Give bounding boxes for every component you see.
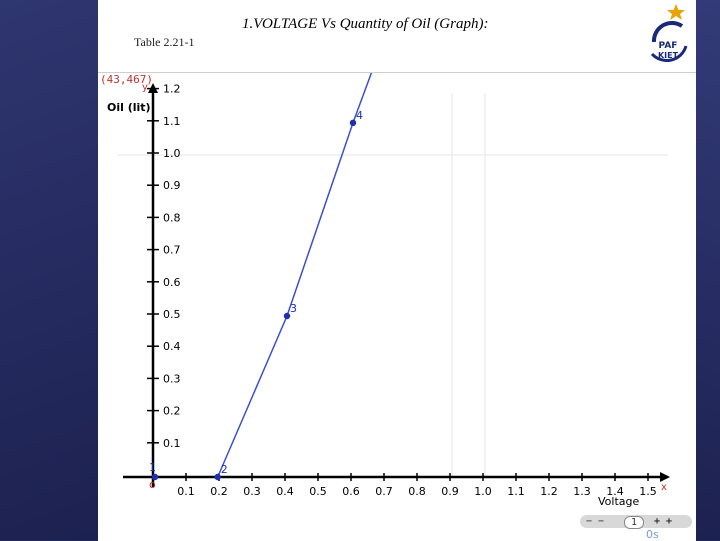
svg-text:PAF: PAF: [659, 41, 678, 51]
time-readout: 0s: [646, 528, 659, 541]
x-tick-label: 1.4: [606, 485, 624, 498]
data-point-label: 2: [221, 463, 228, 476]
x-axis-name: x: [661, 482, 667, 493]
x-tick-label: 0.1: [177, 485, 195, 498]
paf-kiet-logo: PAF KIET: [650, 4, 688, 62]
tick-marks: 0.1 0.2 0.3 0.4 0.5 0.6 0.7 0.8 0.9 1.0 1.1 1.2 1.3 1…: [147, 83, 657, 498]
grid-lines: [118, 93, 668, 477]
x-tick-label: 1.5: [639, 485, 657, 498]
data-point: [283, 312, 291, 320]
y-axis-name: y: [142, 82, 148, 93]
y-tick-label: 0.6: [163, 276, 181, 289]
y-axis-label: Oil (lit): [107, 101, 151, 114]
y-tick-label: 0.4: [163, 340, 181, 353]
data-point: [151, 473, 159, 481]
slide-player-controls: − − 1 + +: [580, 515, 692, 529]
table-caption: Table 2.21-1: [134, 35, 195, 49]
y-tick-label: 0.8: [163, 211, 181, 224]
axes: [123, 83, 670, 487]
x-tick-label: 0.5: [309, 485, 327, 498]
y-tick-label: 0.1: [163, 437, 181, 450]
x-tick-label: 0.2: [210, 485, 228, 498]
x-axis-arrow-icon: [660, 472, 670, 482]
slide-title: 1.VOLTAGE Vs Quantity of Oil (Graph):: [242, 16, 489, 32]
slide-canvas: Table 2.21-1 1.VOLTAGE Vs Quantity of Oi…: [98, 0, 696, 541]
y-tick-label: 0.5: [163, 308, 181, 321]
x-axis-label: Voltage: [598, 495, 639, 508]
slide-background-left: [0, 0, 98, 540]
x-tick-label: 0.4: [276, 485, 294, 498]
voltage-vs-oil-chart: 0.1 0.2 0.3 0.4 0.5 0.6 0.7 0.8 0.9 1.0 1.1 1.2 1.3 1…: [100, 73, 670, 508]
data-series: 12345: [149, 73, 373, 481]
y-tick-label: 1.2: [163, 83, 181, 96]
page-indicator[interactable]: 1: [624, 516, 644, 529]
previous-button[interactable]: − −: [586, 516, 605, 527]
y-tick-label: 0.2: [163, 405, 181, 418]
y-tick-label: 0.9: [163, 179, 181, 192]
x-tick-label: 0.8: [408, 485, 426, 498]
data-point: [214, 473, 221, 481]
slide-background-right: [696, 0, 720, 540]
data-point-label: 4: [356, 109, 363, 122]
x-tick-label: 0.6: [342, 485, 360, 498]
y-tick-label: 0.3: [163, 372, 181, 385]
next-button[interactable]: + +: [654, 516, 673, 527]
x-tick-label: 1.2: [540, 485, 558, 498]
origin-label: o: [149, 478, 156, 491]
x-tick-label: 1.0: [474, 485, 492, 498]
svg-text:KIET: KIET: [658, 51, 679, 60]
y-tick-label: 1.1: [163, 115, 181, 128]
logo-star-icon: [667, 4, 685, 20]
x-tick-label: 1.1: [507, 485, 525, 498]
x-tick-label: 0.9: [441, 485, 459, 498]
data-point-label: 1: [149, 461, 156, 474]
series-line: [217, 73, 373, 478]
data-point: [349, 119, 357, 126]
x-tick-label: 1.3: [573, 485, 591, 498]
data-point-label: 3: [290, 302, 297, 315]
x-tick-label: 0.7: [375, 485, 393, 498]
y-tick-label: 0.7: [163, 244, 181, 257]
graph-area: 0.1 0.2 0.3 0.4 0.5 0.6 0.7 0.8 0.9 1.0 1.1 1.2 1.3 1…: [98, 72, 696, 541]
coordinate-readout: (43,467): [100, 73, 153, 86]
x-tick-label: 0.3: [243, 485, 261, 498]
y-tick-label: 1.0: [163, 147, 181, 160]
